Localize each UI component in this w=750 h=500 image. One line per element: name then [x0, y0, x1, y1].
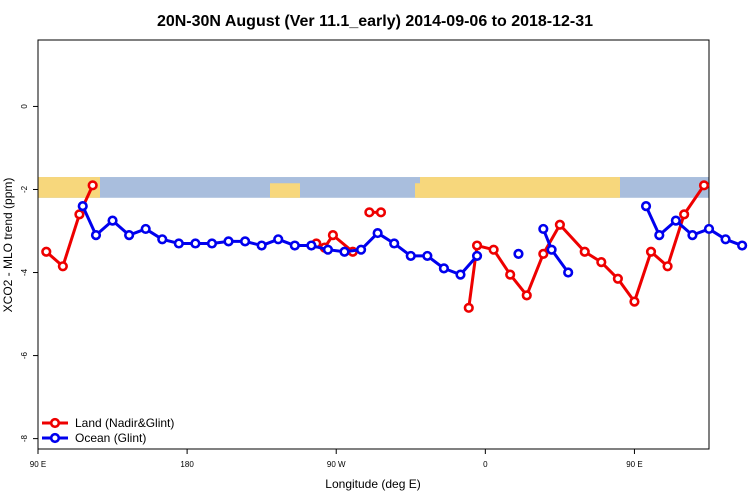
map-land [415, 183, 430, 198]
data-point [77, 200, 88, 212]
data-point [256, 240, 267, 251]
y-tick-label: -2 [20, 185, 29, 193]
data-point [471, 240, 483, 251]
data-point [687, 230, 698, 241]
x-axis-label: Longitude (deg E) [325, 477, 420, 491]
data-point [140, 223, 151, 235]
data-point [57, 261, 68, 272]
data-point [546, 244, 557, 255]
plot-frame [37, 39, 710, 450]
data-point [538, 248, 549, 259]
y-tick-label: -8 [20, 435, 29, 443]
y-tick-label: -6 [20, 351, 29, 359]
x-tick-label: 0 [483, 460, 488, 469]
data-point [206, 238, 218, 249]
y-tick-label: -4 [20, 268, 29, 276]
data-point [239, 236, 251, 247]
y-axis: 0 -2 -4 -6 -8 [20, 104, 38, 443]
map-land [420, 177, 620, 198]
data-point [629, 296, 640, 307]
x-tick-label: 90 E [626, 460, 642, 469]
data-point [679, 209, 690, 220]
data-point [389, 238, 400, 249]
data-point [306, 240, 317, 251]
data-point [327, 230, 339, 241]
data-point [645, 246, 657, 257]
chart-title: 20N-30N August (Ver 11.1_early) 2014-09-… [157, 13, 593, 30]
data-point [505, 269, 516, 280]
x-tick-label: 180 [180, 460, 194, 469]
data-point [662, 261, 673, 272]
data-point [438, 263, 450, 274]
data-point [422, 250, 433, 262]
data-point [223, 236, 234, 247]
data-point [322, 244, 334, 255]
data-point [720, 234, 731, 245]
data-point [579, 246, 590, 257]
data-point [640, 200, 652, 212]
data-point [364, 207, 375, 218]
data-point [74, 209, 85, 220]
map-land [270, 183, 300, 198]
data-point [107, 215, 118, 226]
data-point [703, 223, 715, 235]
data-point [190, 238, 201, 249]
data-point [463, 302, 474, 313]
data-point [87, 180, 98, 191]
map-land [38, 177, 100, 198]
legend-marker [49, 432, 61, 444]
legend: Land (Nadir&Glint)Ocean (Glint) [42, 416, 174, 445]
legend-label: Land (Nadir&Glint) [75, 416, 174, 430]
data-point [455, 269, 466, 280]
data-point [173, 238, 184, 249]
data-point [124, 230, 135, 241]
data-point [554, 219, 565, 230]
data-point [612, 273, 623, 284]
x-tick-label: 90 E [30, 460, 46, 469]
data-point [375, 207, 387, 218]
data-point [273, 234, 284, 245]
data-point [513, 248, 524, 259]
data-point [355, 244, 367, 255]
data-point [737, 240, 748, 251]
data-point [289, 240, 300, 251]
data-point [90, 230, 102, 241]
data-point [157, 234, 168, 245]
legend-label: Ocean (Glint) [75, 431, 146, 445]
series-line [45, 184, 95, 268]
data-point [521, 290, 532, 301]
world-map-band [38, 177, 709, 198]
series-land [41, 180, 710, 313]
series-layer [41, 180, 748, 313]
data-point [41, 246, 52, 257]
y-tick-label: 0 [20, 104, 29, 109]
data-point [372, 227, 383, 239]
data-point [471, 250, 483, 262]
data-point [488, 244, 499, 255]
data-point [698, 180, 710, 191]
y-axis-label: XCO2 - MLO trend (ppm) [1, 178, 15, 313]
x-tick-label: 90 W [327, 460, 346, 469]
data-point [405, 250, 416, 262]
series-ocean [77, 200, 748, 280]
data-point [563, 267, 574, 278]
data-point [596, 257, 607, 268]
data-point [339, 246, 350, 257]
legend-marker [49, 417, 61, 429]
data-point [654, 230, 665, 241]
data-point [538, 223, 549, 235]
series-line [467, 184, 706, 309]
data-point [670, 215, 681, 226]
